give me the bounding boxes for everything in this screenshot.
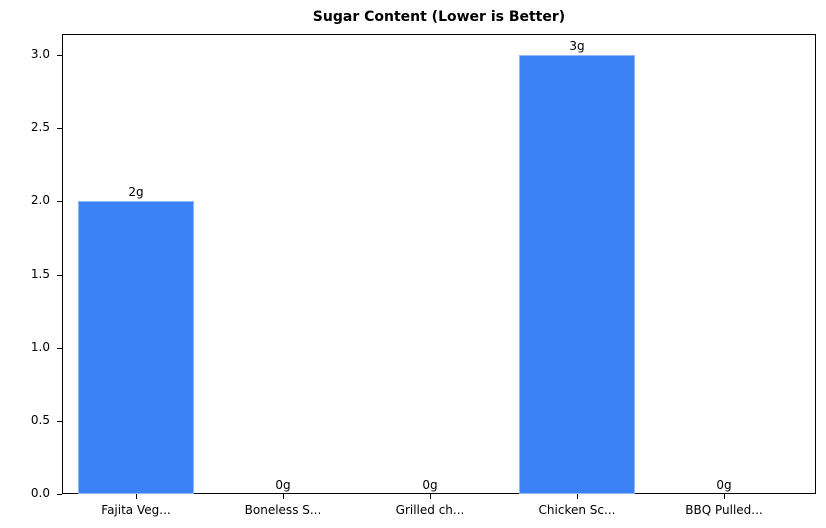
- x-tick-mark: [724, 494, 725, 499]
- bar-value-label: 0g: [275, 478, 291, 492]
- y-tick-label: 3.0: [30, 47, 50, 61]
- y-tick-label: 0.5: [30, 412, 50, 427]
- y-tick-label: 1.0: [30, 339, 50, 354]
- x-tick-label: Fajita Veg...: [101, 503, 171, 517]
- x-tick-mark: [283, 494, 284, 499]
- chart-title: Sugar Content (Lower is Better): [312, 9, 566, 25]
- y-tick-mark: [57, 274, 62, 276]
- x-tick-mark: [136, 494, 137, 499]
- x-tick-label: Boneless S...: [244, 503, 322, 517]
- y-tick-mark: [57, 420, 62, 422]
- y-tick-mark: [57, 347, 62, 349]
- x-tick-label: Grilled ch...: [395, 503, 465, 517]
- x-tick-label: Chicken Sc...: [538, 503, 616, 517]
- bar: [519, 55, 635, 494]
- y-tick-label: 0.0: [30, 486, 50, 500]
- y-tick-label: 2.0: [30, 193, 50, 208]
- bar-value-label: 2g: [128, 185, 144, 200]
- y-tick-label: 1.5: [30, 266, 50, 281]
- y-tick-mark: [57, 494, 62, 495]
- y-tick-mark: [57, 201, 62, 203]
- y-tick-mark: [57, 55, 62, 56]
- x-tick-mark: [577, 494, 578, 499]
- y-tick-label: 2.5: [30, 120, 50, 135]
- bar-value-label: 0g: [422, 478, 438, 492]
- bar: [78, 201, 194, 494]
- x-tick-label: BBQ Pulled...: [685, 503, 763, 517]
- bar-value-label: 3g: [569, 39, 585, 53]
- bar-value-label: 0g: [716, 478, 732, 492]
- x-tick-mark: [430, 494, 431, 499]
- plot-area: [62, 34, 816, 494]
- y-tick-mark: [57, 128, 62, 130]
